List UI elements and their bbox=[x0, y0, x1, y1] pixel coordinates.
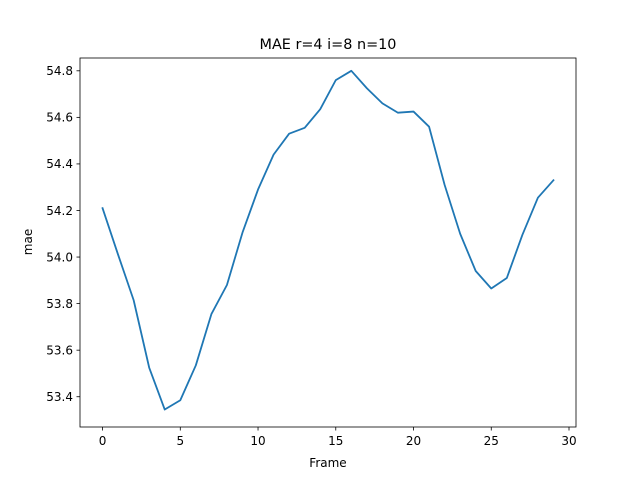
x-tick-label: 30 bbox=[561, 434, 576, 448]
y-axis-label: mae bbox=[21, 229, 35, 255]
axes-frame bbox=[79, 57, 577, 428]
series-line bbox=[101, 69, 555, 411]
y-axis-ticks: 53.4 53.6 53.8 54.0 54.2 54.4 54.6 54.8 bbox=[46, 64, 80, 404]
axes-background bbox=[80, 58, 576, 427]
y-tick-label: 54.8 bbox=[46, 64, 73, 78]
y-tick-label: 54.2 bbox=[46, 204, 73, 218]
y-tick-label: 54.6 bbox=[46, 111, 73, 125]
y-tick-label: 54.0 bbox=[46, 250, 73, 264]
y-tick-label: 53.8 bbox=[46, 297, 73, 311]
chart-title: MAE r=4 i=8 n=10 bbox=[260, 37, 397, 53]
x-tick-label: 15 bbox=[328, 434, 343, 448]
x-tick-label: 25 bbox=[484, 434, 499, 448]
y-tick-label: 53.6 bbox=[46, 343, 73, 357]
x-tick-label: 20 bbox=[406, 434, 421, 448]
x-axis-ticks: 0 5 10 15 20 25 30 bbox=[99, 427, 577, 448]
x-tick-label: 0 bbox=[99, 434, 107, 448]
series-layer bbox=[101, 69, 555, 411]
x-axis-label: Frame bbox=[309, 456, 346, 470]
y-tick-label: 53.4 bbox=[46, 390, 73, 404]
plot-area bbox=[80, 58, 576, 427]
x-tick-label: 5 bbox=[176, 434, 184, 448]
x-tick-label: 10 bbox=[250, 434, 265, 448]
y-tick-label: 54.4 bbox=[46, 157, 73, 171]
